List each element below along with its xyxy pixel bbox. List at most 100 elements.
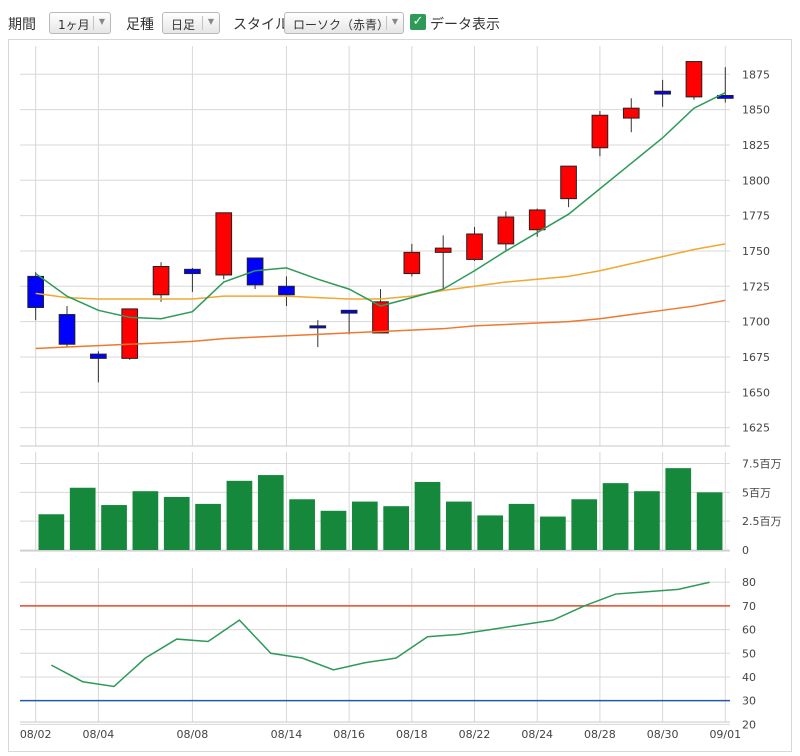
volume-bar bbox=[351, 501, 378, 550]
select-separator bbox=[386, 16, 387, 30]
chevron-down-icon: ▼ bbox=[391, 17, 398, 26]
price-tick-label: 1750 bbox=[742, 245, 770, 258]
candle-body bbox=[184, 268, 201, 275]
moving-average-lines bbox=[35, 91, 726, 350]
price-tick-label: 1875 bbox=[742, 68, 770, 81]
price-tick-label: 1650 bbox=[742, 386, 770, 399]
volume-bar bbox=[257, 475, 284, 550]
oscillator-panel bbox=[20, 581, 730, 702]
candle-body bbox=[90, 353, 107, 359]
volume-bar bbox=[446, 501, 472, 550]
volume-bar bbox=[665, 468, 692, 550]
date-tick-label: 08/02 bbox=[20, 728, 52, 741]
candle-body bbox=[497, 216, 515, 245]
volume-tick-label: 5百万 bbox=[742, 486, 771, 499]
oscillator-tick-label: 50 bbox=[742, 647, 756, 660]
volume-bar bbox=[602, 483, 629, 550]
foot-value: 日足 bbox=[171, 18, 196, 32]
grid bbox=[20, 46, 730, 725]
date-tick-label: 08/16 bbox=[333, 728, 365, 741]
date-tick-label: 08/30 bbox=[647, 728, 679, 741]
candlestick-panel bbox=[27, 61, 734, 383]
volume-bar bbox=[226, 480, 253, 550]
price-tick-label: 1825 bbox=[742, 139, 770, 152]
volume-bar bbox=[132, 491, 159, 550]
chevron-down-icon: ▼ bbox=[207, 17, 214, 26]
volume-bar bbox=[38, 514, 65, 550]
price-tick-label: 1625 bbox=[742, 422, 770, 435]
volume-bar bbox=[634, 491, 660, 550]
ma-mid-line bbox=[35, 243, 726, 300]
volume-bar bbox=[571, 499, 598, 550]
date-tick-label: 09/01 bbox=[709, 728, 741, 741]
style-value: ローソク（赤青） bbox=[293, 18, 390, 32]
ma-long-line bbox=[35, 299, 726, 350]
candle-body bbox=[591, 114, 609, 149]
price-tick-label: 1800 bbox=[742, 174, 770, 187]
volume-bar bbox=[101, 505, 127, 550]
volume-bar bbox=[477, 515, 504, 550]
oscillator-line bbox=[50, 581, 710, 688]
date-tick-label: 08/08 bbox=[177, 728, 209, 741]
volume-bar bbox=[508, 503, 535, 550]
volume-bar bbox=[69, 487, 96, 550]
chevron-down-icon: ▼ bbox=[98, 17, 105, 26]
date-tick-label: 08/04 bbox=[83, 728, 115, 741]
candle-body bbox=[215, 212, 233, 276]
volume-tick-label: 7.5百万 bbox=[742, 458, 782, 471]
period-select[interactable]: 1ヶ月 ▼ bbox=[49, 12, 111, 34]
candle-body bbox=[309, 325, 327, 329]
volume-bar bbox=[383, 506, 410, 550]
candle-body bbox=[340, 309, 358, 314]
select-separator bbox=[93, 16, 94, 30]
candle-body bbox=[121, 308, 139, 359]
oscillator-tick-label: 60 bbox=[742, 624, 756, 637]
candle-body bbox=[278, 285, 295, 296]
oscillator-tick-label: 70 bbox=[742, 600, 756, 613]
foot-select[interactable]: 日足 ▼ bbox=[162, 12, 220, 34]
candle-body bbox=[58, 314, 76, 345]
candle-body bbox=[528, 209, 546, 231]
style-select[interactable]: ローソク（赤青） ▼ bbox=[284, 12, 404, 34]
volume-bar bbox=[163, 496, 190, 550]
axis-labels: 1625 1650 1675 1700 1725 1750 1775 1800 1825 1850… bbox=[20, 68, 782, 741]
date-tick-label: 08/28 bbox=[584, 728, 616, 741]
candle-body bbox=[466, 233, 483, 260]
candle-body bbox=[685, 61, 703, 98]
volume-bar bbox=[696, 492, 723, 550]
price-tick-label: 1850 bbox=[742, 104, 770, 117]
data-display-label[interactable]: データ表示 bbox=[430, 17, 500, 33]
data-display-checkbox[interactable]: ✓ bbox=[410, 14, 426, 30]
candle-body bbox=[622, 107, 640, 119]
volume-tick-label: 2.5百万 bbox=[742, 515, 782, 528]
price-tick-label: 1700 bbox=[742, 316, 770, 329]
chart-frame bbox=[8, 39, 792, 752]
candle-body bbox=[152, 265, 170, 296]
foot-label: 足種 bbox=[126, 17, 154, 33]
volume-bar bbox=[414, 481, 441, 550]
check-icon: ✓ bbox=[412, 14, 424, 29]
oscillator-tick-label: 20 bbox=[742, 718, 756, 731]
price-tick-label: 1725 bbox=[742, 280, 770, 293]
date-tick-label: 08/18 bbox=[396, 728, 428, 741]
oscillator-tick-label: 40 bbox=[742, 671, 756, 684]
price-tick-label: 1675 bbox=[742, 351, 770, 364]
period-value: 1ヶ月 bbox=[58, 18, 90, 32]
volume-tick-label: 0 bbox=[742, 544, 749, 557]
date-tick-label: 08/22 bbox=[459, 728, 491, 741]
volume-bar bbox=[289, 499, 315, 550]
style-label: スタイル bbox=[233, 17, 289, 33]
volume-bar bbox=[540, 516, 566, 550]
volume-panel bbox=[38, 468, 723, 550]
candle-body bbox=[372, 301, 389, 334]
ma-short-line bbox=[35, 91, 726, 320]
date-tick-label: 08/24 bbox=[521, 728, 553, 741]
oscillator-tick-label: 30 bbox=[742, 695, 756, 708]
oscillator-tick-label: 80 bbox=[742, 576, 756, 589]
candle-body bbox=[434, 247, 452, 253]
candle-body bbox=[560, 165, 577, 200]
date-tick-label: 08/14 bbox=[271, 728, 303, 741]
select-separator bbox=[202, 16, 203, 30]
period-label: 期間 bbox=[8, 17, 36, 33]
